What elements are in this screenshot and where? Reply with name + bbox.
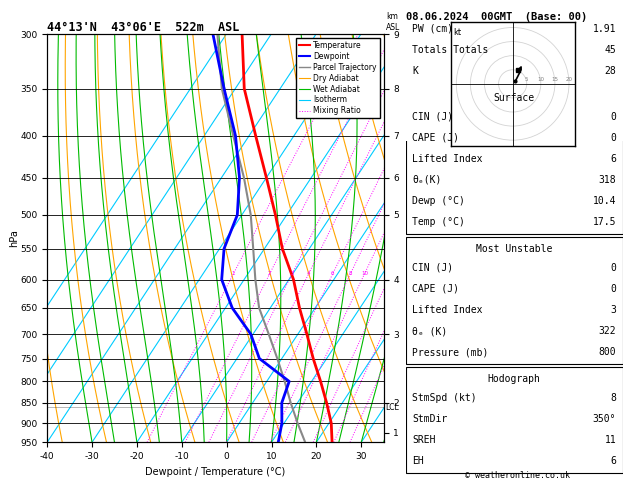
Text: 10: 10 — [361, 271, 368, 276]
Text: 6: 6 — [331, 271, 335, 276]
Text: Totals Totals: Totals Totals — [412, 45, 489, 55]
Text: 11: 11 — [604, 435, 616, 445]
Text: 1.91: 1.91 — [593, 24, 616, 34]
Y-axis label: hPa: hPa — [9, 229, 19, 247]
Text: K: K — [412, 66, 418, 76]
Text: 8: 8 — [348, 271, 352, 276]
Text: 20: 20 — [565, 77, 572, 83]
Text: 0: 0 — [610, 284, 616, 294]
Text: 10.4: 10.4 — [593, 196, 616, 206]
Text: θₑ (K): θₑ (K) — [412, 326, 447, 336]
Text: θₑ(K): θₑ(K) — [412, 175, 442, 185]
Text: Hodograph: Hodograph — [487, 374, 541, 384]
Text: 350°: 350° — [593, 414, 616, 424]
Text: 800: 800 — [599, 347, 616, 357]
Text: 2: 2 — [268, 271, 272, 276]
Text: 5: 5 — [525, 77, 528, 83]
Text: © weatheronline.co.uk: © weatheronline.co.uk — [465, 471, 569, 480]
Bar — [406, 86, 623, 234]
Text: 15: 15 — [552, 77, 559, 83]
Text: 6: 6 — [610, 154, 616, 164]
Bar — [406, 237, 623, 364]
Text: 17.5: 17.5 — [593, 217, 616, 227]
Text: 0: 0 — [610, 263, 616, 273]
Text: 0: 0 — [610, 112, 616, 122]
Text: Most Unstable: Most Unstable — [476, 244, 552, 254]
Text: Dewp (°C): Dewp (°C) — [412, 196, 465, 206]
Text: Lifted Index: Lifted Index — [412, 305, 482, 315]
Text: PW (cm): PW (cm) — [412, 24, 454, 34]
Text: SREH: SREH — [412, 435, 436, 445]
Text: 10: 10 — [537, 77, 544, 83]
Text: 45: 45 — [604, 45, 616, 55]
Text: StmSpd (kt): StmSpd (kt) — [412, 393, 477, 403]
Text: 28: 28 — [604, 66, 616, 76]
Bar — [406, 19, 623, 83]
Text: Lifted Index: Lifted Index — [412, 154, 482, 164]
Legend: Temperature, Dewpoint, Parcel Trajectory, Dry Adiabat, Wet Adiabat, Isotherm, Mi: Temperature, Dewpoint, Parcel Trajectory… — [296, 38, 380, 119]
Text: 08.06.2024  00GMT  (Base: 00): 08.06.2024 00GMT (Base: 00) — [406, 12, 587, 22]
Text: kt: kt — [454, 28, 462, 36]
Text: 322: 322 — [599, 326, 616, 336]
Text: 318: 318 — [599, 175, 616, 185]
Text: 4: 4 — [307, 271, 311, 276]
Text: EH: EH — [412, 456, 424, 466]
Text: Surface: Surface — [494, 92, 535, 103]
Text: 0: 0 — [610, 133, 616, 143]
Text: 6: 6 — [610, 456, 616, 466]
Text: CAPE (J): CAPE (J) — [412, 284, 459, 294]
Text: CIN (J): CIN (J) — [412, 263, 454, 273]
Text: 3: 3 — [291, 271, 294, 276]
Text: StmDir: StmDir — [412, 414, 447, 424]
Text: CIN (J): CIN (J) — [412, 112, 454, 122]
Text: 3: 3 — [610, 305, 616, 315]
Bar — [406, 367, 623, 473]
Text: Temp (°C): Temp (°C) — [412, 217, 465, 227]
Text: Pressure (mb): Pressure (mb) — [412, 347, 489, 357]
Text: LCL: LCL — [385, 402, 399, 412]
Text: CAPE (J): CAPE (J) — [412, 133, 459, 143]
Text: 1: 1 — [231, 271, 235, 276]
Text: 44°13'N  43°06'E  522m  ASL: 44°13'N 43°06'E 522m ASL — [47, 21, 240, 34]
Text: 8: 8 — [610, 393, 616, 403]
X-axis label: Dewpoint / Temperature (°C): Dewpoint / Temperature (°C) — [145, 467, 286, 477]
Text: km
ASL: km ASL — [386, 12, 401, 32]
